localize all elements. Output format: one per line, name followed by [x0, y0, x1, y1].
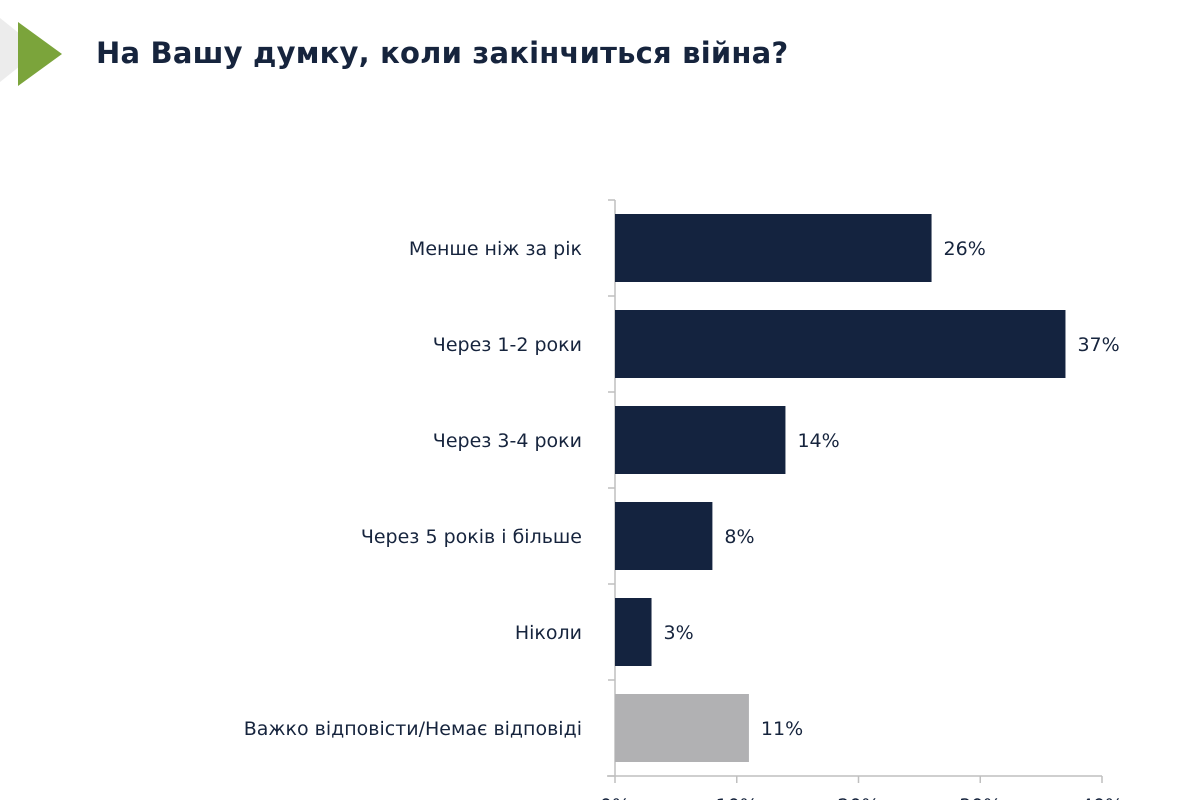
bar	[615, 310, 1066, 378]
green-triangle-play-icon	[18, 22, 62, 86]
data-label: 14%	[797, 430, 839, 452]
bar	[615, 406, 786, 474]
bar	[615, 214, 932, 282]
category-label: Через 5 років і більше	[361, 526, 582, 548]
page-title: На Вашу думку, коли закінчиться війна?	[96, 36, 789, 70]
bar	[615, 598, 652, 666]
x-tick-label: 30%	[959, 795, 1001, 800]
data-label: 26%	[944, 238, 986, 260]
x-tick-label: 40%	[1081, 795, 1123, 800]
logo	[0, 18, 62, 86]
x-tick-label: 20%	[837, 795, 879, 800]
category-label: Через 1-2 роки	[433, 334, 582, 356]
x-tick-label: 10%	[716, 795, 758, 800]
category-label: Ніколи	[515, 622, 582, 644]
data-label: 3%	[664, 622, 694, 644]
category-label: Менше ніж за рік	[409, 238, 582, 260]
category-label: Важко відповісти/Немає відповіді	[244, 718, 582, 740]
data-label: 8%	[724, 526, 754, 548]
bar	[615, 502, 713, 570]
data-label: 37%	[1077, 334, 1119, 356]
x-tick-label: 0%	[600, 795, 630, 800]
data-label: 11%	[761, 718, 803, 740]
bar	[615, 694, 749, 762]
category-label: Через 3-4 роки	[433, 430, 582, 452]
